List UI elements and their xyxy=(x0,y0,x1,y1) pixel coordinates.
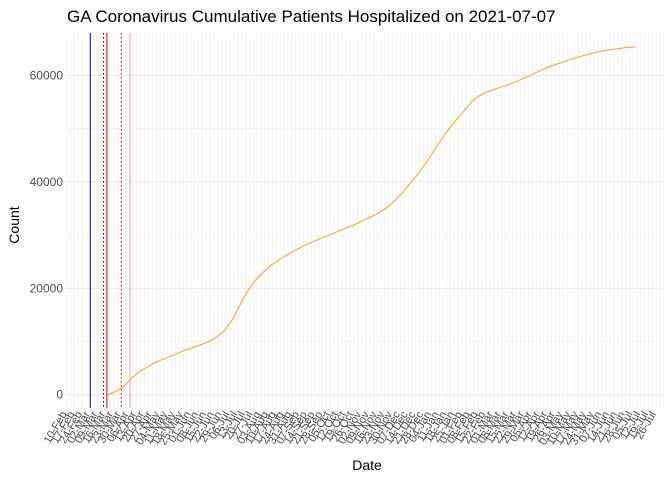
y-axis-ticks: 0 20000 40000 60000 xyxy=(30,69,64,402)
y-tick-label: 40000 xyxy=(30,175,64,189)
grid xyxy=(66,33,665,408)
x-axis-ticks: 10-Feb17-Feb24-Feb02-Mar09-Mar16-Mar23-M… xyxy=(42,409,659,447)
series-line xyxy=(107,46,636,396)
x-axis-title: Date xyxy=(352,457,382,473)
chart-title: GA Coronavirus Cumulative Patients Hospi… xyxy=(67,7,556,26)
y-tick-label: 0 xyxy=(56,388,63,402)
y-tick-label: 60000 xyxy=(30,69,64,83)
reference-lines xyxy=(89,33,131,408)
y-tick-label: 20000 xyxy=(30,281,64,295)
y-axis-title: Count xyxy=(6,206,22,243)
